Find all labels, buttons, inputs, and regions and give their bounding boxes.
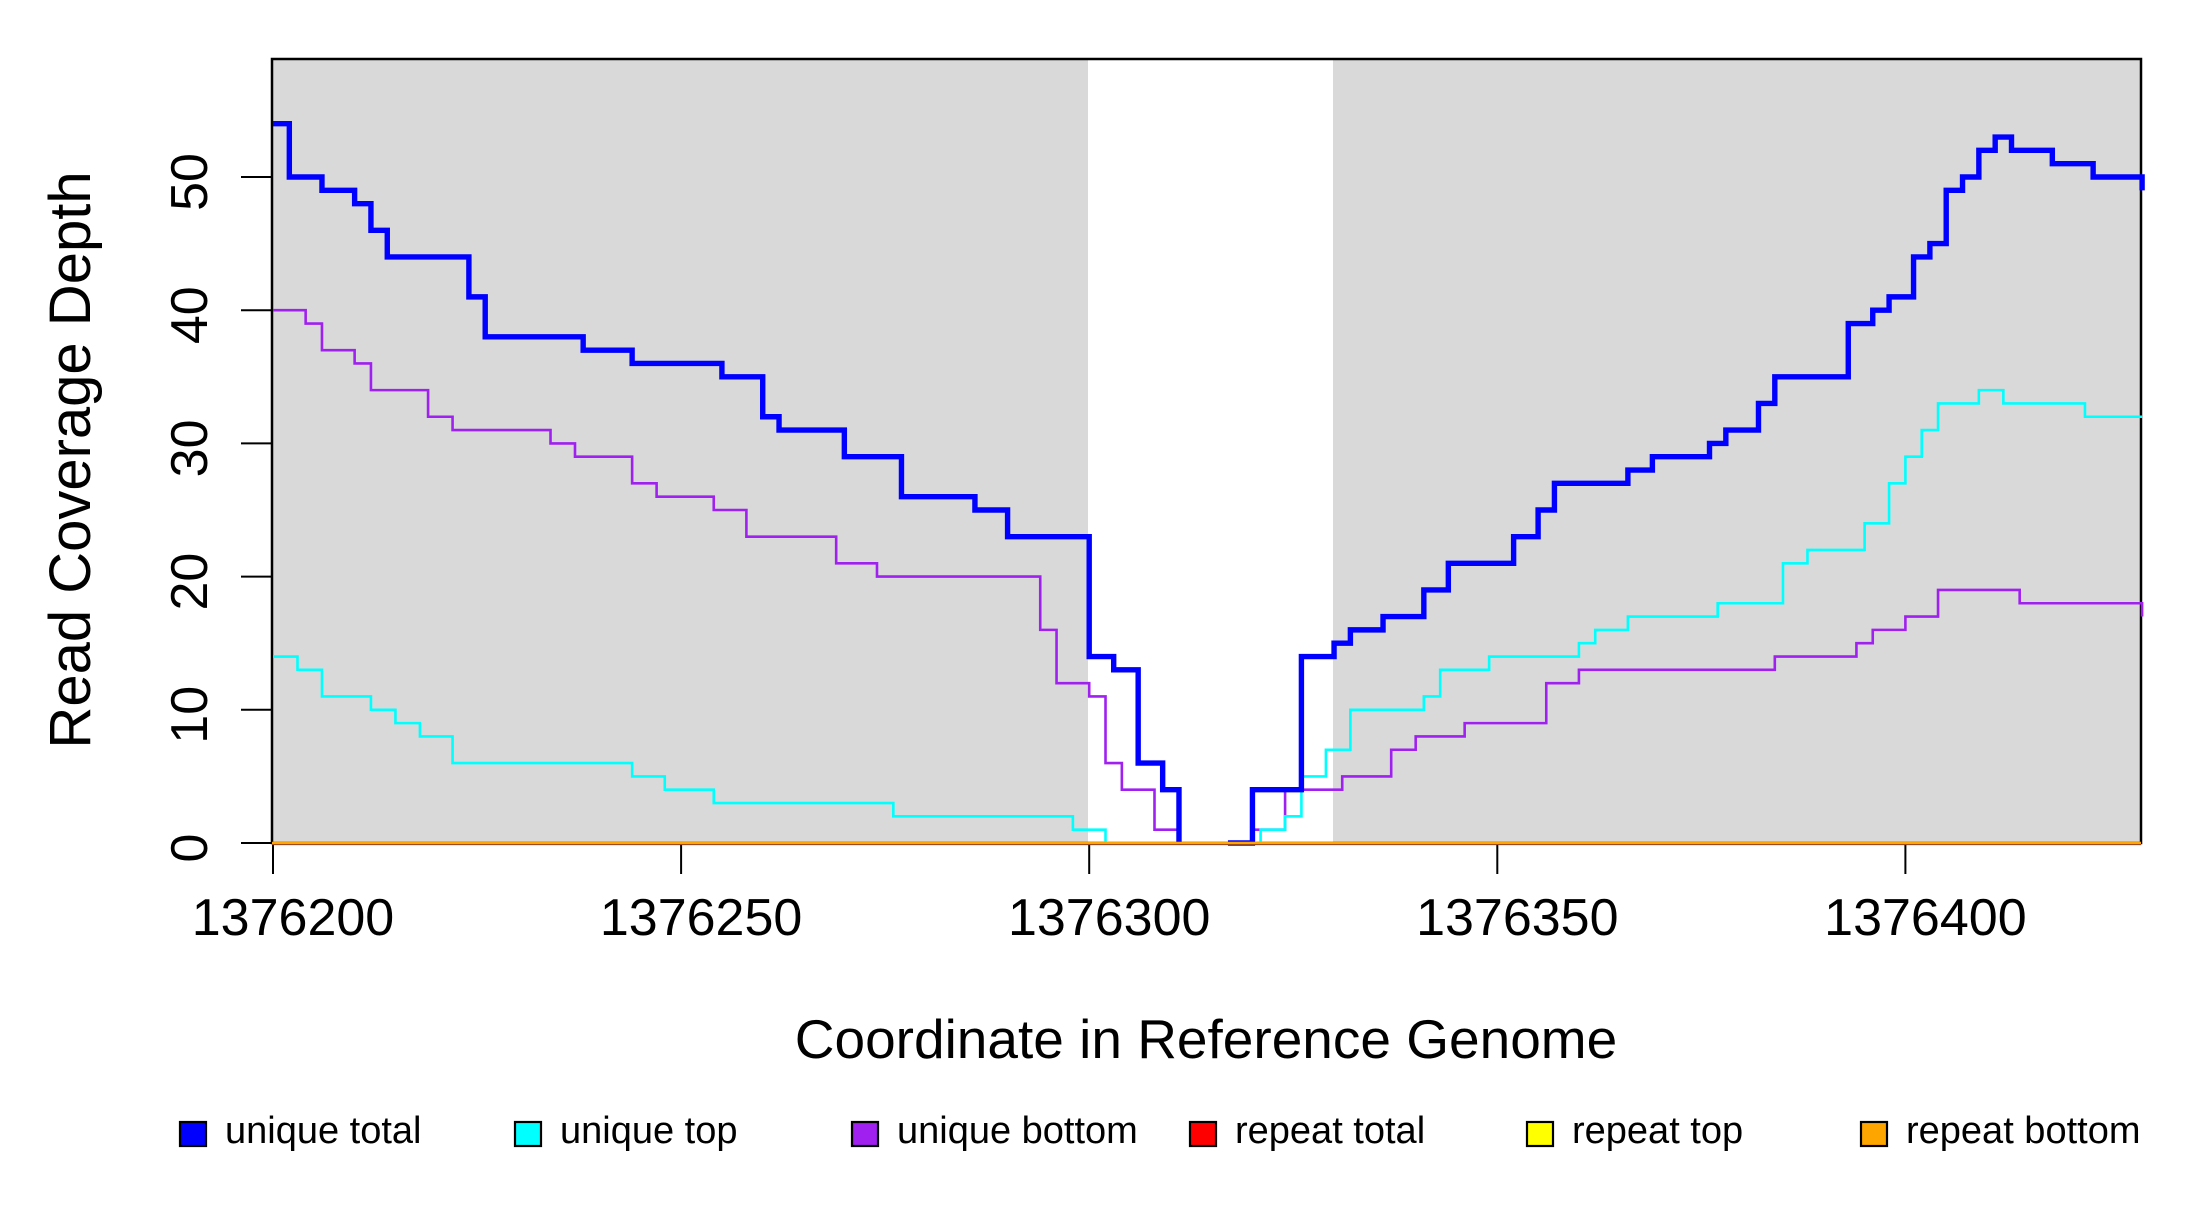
svg-text:unique bottom: unique bottom bbox=[897, 1110, 1138, 1152]
svg-text:unique total: unique total bbox=[225, 1110, 422, 1152]
svg-text:Coordinate in Reference Genome: Coordinate in Reference Genome bbox=[795, 1008, 1617, 1070]
svg-text:1376350: 1376350 bbox=[1416, 889, 1618, 947]
svg-text:30: 30 bbox=[161, 419, 219, 477]
svg-text:10: 10 bbox=[161, 686, 219, 744]
svg-text:50: 50 bbox=[161, 153, 219, 211]
svg-text:40: 40 bbox=[161, 286, 219, 344]
svg-text:1376250: 1376250 bbox=[600, 889, 802, 947]
svg-text:0: 0 bbox=[161, 834, 219, 863]
svg-text:20: 20 bbox=[161, 553, 219, 611]
svg-text:Read Coverage Depth: Read Coverage Depth bbox=[38, 171, 103, 748]
svg-text:1376300: 1376300 bbox=[1008, 889, 1210, 947]
svg-text:unique top: unique top bbox=[560, 1110, 738, 1152]
svg-text:repeat top: repeat top bbox=[1572, 1110, 1743, 1152]
svg-text:repeat total: repeat total bbox=[1235, 1110, 1425, 1152]
svg-text:1376200: 1376200 bbox=[192, 889, 394, 947]
svg-text:repeat bottom: repeat bottom bbox=[1906, 1110, 2140, 1152]
svg-text:1376400: 1376400 bbox=[1824, 889, 2026, 947]
